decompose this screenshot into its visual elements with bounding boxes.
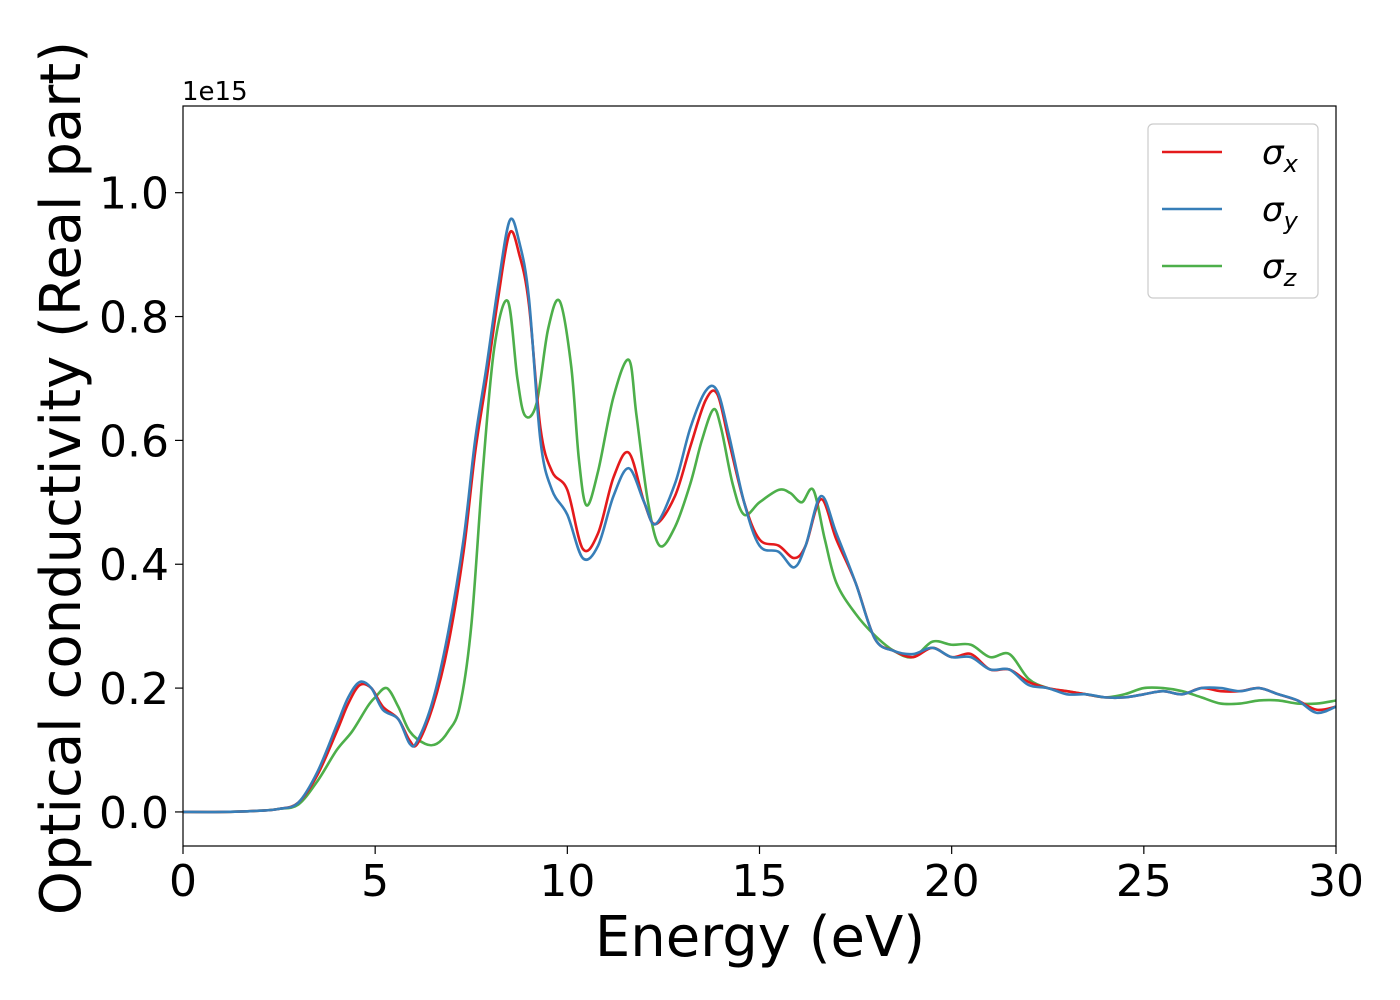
x-tick-label: 25 — [1116, 856, 1172, 907]
legend-label-subscript: y — [1283, 207, 1299, 235]
series-line-z — [182, 298, 1337, 814]
x-tick-label: 5 — [361, 856, 389, 907]
legend-label-symbol: σ — [1262, 247, 1285, 287]
x-axis-label: Energy (eV) — [595, 905, 925, 970]
y-tick-label: 0.8 — [99, 293, 169, 344]
y-axis-label: Optical conductivity (Real part) — [29, 41, 94, 915]
y-axis-offset-label: 1e15 — [182, 77, 248, 107]
legend-label-subscript: x — [1283, 150, 1299, 178]
x-tick-label: 15 — [732, 856, 788, 907]
x-axis-ticks: 0 5 10 15 20 25 30 — [169, 846, 1364, 907]
series-layer — [182, 217, 1337, 814]
y-axis-ticks: 0.0 0.2 0.4 0.6 0.8 1.0 — [99, 169, 183, 839]
legend-label-x: σx — [1262, 133, 1299, 178]
legend-label-z: σz — [1262, 247, 1298, 292]
x-tick-label: 10 — [539, 856, 595, 907]
series-line-y — [182, 217, 1337, 814]
y-tick-label: 1.0 — [99, 169, 169, 220]
legend-label-y: σy — [1262, 190, 1299, 235]
legend-label-symbol: σ — [1262, 133, 1285, 173]
legend-box — [1147, 123, 1319, 299]
y-tick-label: 0.4 — [99, 540, 169, 591]
x-tick-label: 0 — [169, 856, 197, 907]
legend-label-symbol: σ — [1262, 190, 1285, 230]
y-tick-label: 0.0 — [99, 788, 169, 839]
y-tick-label: 0.6 — [99, 416, 169, 467]
legend-label-subscript: z — [1283, 264, 1298, 292]
x-tick-label: 20 — [924, 856, 980, 907]
y-tick-label: 0.2 — [99, 664, 169, 715]
x-tick-label: 30 — [1308, 856, 1364, 907]
